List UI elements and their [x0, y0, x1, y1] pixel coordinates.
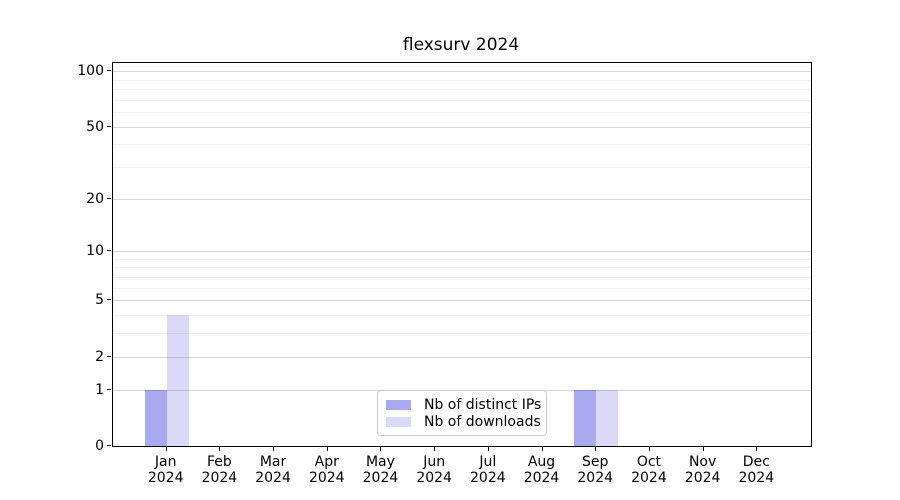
- gridline-minor: [113, 287, 811, 289]
- x-tick-mark: [273, 447, 275, 451]
- x-tick-mark: [434, 447, 436, 451]
- y-tick-mark: [107, 445, 111, 446]
- x-tick-mark: [648, 447, 650, 451]
- x-tick-year: 2024: [201, 470, 238, 486]
- gridline-minor: [113, 333, 811, 335]
- legend-item-downloads: Nb of downloads: [386, 413, 541, 430]
- x-tick-month: Apr: [314, 454, 339, 470]
- x-tick-mark: [487, 447, 489, 451]
- plot-area: [112, 62, 812, 447]
- x-tick-month: Dec: [742, 454, 770, 470]
- x-tick-year: 2024: [147, 470, 184, 486]
- x-axis-tick-label: Dec 2024: [716, 454, 796, 486]
- x-axis-tick-label: May 2024: [340, 454, 420, 486]
- x-tick-month: Nov: [688, 454, 717, 470]
- x-tick-year: 2024: [255, 470, 291, 486]
- x-axis-tick-label: Apr 2024: [287, 454, 367, 486]
- x-tick-mark: [702, 447, 704, 451]
- x-tick-month: Aug: [527, 454, 556, 470]
- chart-title: flexsurv 2024: [402, 35, 520, 55]
- gridline-minor: [113, 277, 811, 279]
- gridline-major: [113, 126, 811, 128]
- x-tick-year: 2024: [684, 470, 721, 486]
- bar-distinct-ips-sep: [574, 389, 597, 446]
- gridline-minor: [113, 315, 811, 317]
- legend-label-downloads: Nb of downloads: [424, 413, 541, 430]
- gridline-minor: [113, 88, 811, 90]
- gridline-minor: [113, 99, 811, 101]
- x-tick-mark: [541, 447, 543, 451]
- y-axis-tick-label: 100: [77, 63, 104, 80]
- gridline-major: [113, 356, 811, 358]
- gridline-minor: [113, 144, 811, 146]
- bar-downloads-jan: [166, 315, 189, 446]
- y-tick-mark: [107, 70, 111, 72]
- bar-distinct-ips-jan: [144, 389, 167, 446]
- legend: Nb of distinct IPs Nb of downloads: [377, 390, 547, 436]
- x-axis-tick-label: Oct 2024: [609, 454, 689, 486]
- x-tick-month: Feb: [206, 454, 232, 470]
- y-axis-tick-label: 2: [95, 348, 104, 365]
- x-tick-mark: [595, 447, 597, 451]
- x-tick-mark: [756, 447, 758, 451]
- y-axis-tick-label: 10: [86, 243, 104, 260]
- bar-downloads-sep: [596, 389, 619, 446]
- x-axis-tick-label: Mar 2024: [233, 454, 313, 486]
- x-tick-year: 2024: [738, 470, 775, 486]
- legend-swatch-downloads-icon: [386, 416, 411, 427]
- gridline-minor: [113, 79, 811, 81]
- x-axis-tick-label: Jul 2024: [448, 454, 528, 486]
- y-axis-tick-label: 1: [95, 381, 104, 398]
- y-tick-mark: [107, 197, 111, 199]
- x-tick-month: Jan: [154, 454, 177, 470]
- x-axis-tick-label: Jan 2024: [126, 454, 206, 486]
- x-tick-year: 2024: [577, 470, 614, 486]
- x-tick-year: 2024: [416, 470, 452, 486]
- x-axis-tick-label: Sep 2024: [555, 454, 635, 486]
- x-tick-mark: [219, 447, 221, 451]
- x-tick-month: Jul: [479, 454, 497, 470]
- x-axis-tick-label: Jun 2024: [394, 454, 474, 486]
- x-tick-year: 2024: [470, 470, 506, 486]
- legend-swatch-distinct-ips-icon: [386, 399, 411, 410]
- y-axis-tick-label: 50: [86, 118, 104, 135]
- y-tick-mark: [107, 125, 111, 127]
- x-axis-tick-label: Feb 2024: [179, 454, 259, 486]
- y-axis-tick-label: 5: [95, 292, 104, 309]
- y-tick-mark: [107, 299, 111, 301]
- x-tick-mark: [380, 447, 382, 451]
- y-axis-tick-label: 0: [95, 438, 104, 454]
- gridline-minor: [113, 267, 811, 269]
- y-axis-tick-label: 20: [86, 190, 104, 207]
- x-tick-year: 2024: [308, 470, 345, 486]
- x-tick-mark: [165, 447, 167, 451]
- x-tick-year: 2024: [631, 470, 667, 486]
- x-tick-month: Sep: [582, 454, 609, 470]
- x-tick-month: May: [365, 454, 395, 470]
- x-tick-month: Oct: [636, 454, 662, 470]
- gridline-major: [113, 300, 811, 302]
- x-tick-year: 2024: [362, 470, 399, 486]
- gridline-major: [113, 71, 811, 73]
- legend-label-distinct-ips: Nb of distinct IPs: [424, 396, 542, 413]
- y-tick-mark: [107, 355, 111, 357]
- gridline-minor: [113, 258, 811, 260]
- gridline-minor: [113, 112, 811, 113]
- x-tick-year: 2024: [523, 470, 560, 486]
- y-tick-mark: [107, 250, 111, 252]
- gridline-minor: [113, 166, 811, 168]
- gridline-major: [113, 198, 811, 200]
- x-tick-mark: [326, 447, 328, 451]
- gridline-major: [113, 251, 811, 253]
- x-tick-month: Mar: [259, 454, 287, 470]
- x-axis-tick-label: Aug 2024: [502, 454, 582, 486]
- y-tick-mark: [107, 388, 111, 390]
- legend-item-distinct-ips: Nb of distinct IPs: [386, 396, 542, 413]
- x-tick-month: Jun: [423, 454, 446, 470]
- x-axis-tick-label: Nov 2024: [663, 454, 743, 486]
